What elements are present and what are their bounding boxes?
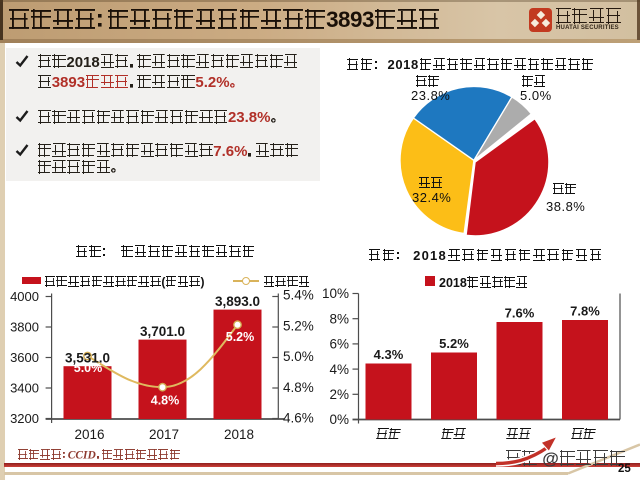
svg-text:0%: 0%: [329, 412, 349, 427]
svg-text:5.2%: 5.2%: [226, 330, 255, 344]
svg-text:5.2%: 5.2%: [439, 336, 469, 351]
svg-text:3,893.0: 3,893.0: [215, 294, 260, 309]
svg-text:8%: 8%: [329, 311, 349, 326]
svg-text:4.8%: 4.8%: [151, 394, 180, 408]
svg-text:10%: 10%: [322, 286, 349, 301]
svg-text:3400: 3400: [10, 381, 39, 396]
svg-text:3,701.0: 3,701.0: [140, 324, 185, 339]
svg-text:7.8%: 7.8%: [570, 304, 600, 319]
svg-text:2016: 2016: [74, 427, 104, 442]
svg-text:4%: 4%: [329, 362, 349, 377]
svg-text:3200: 3200: [10, 411, 39, 426]
svg-text:4000: 4000: [10, 289, 39, 304]
svg-text:5.0%: 5.0%: [74, 361, 103, 375]
svg-text:3800: 3800: [10, 320, 39, 335]
svg-text:6%: 6%: [329, 337, 349, 352]
svg-text:5.2%: 5.2%: [283, 319, 314, 334]
svg-text:4.8%: 4.8%: [283, 380, 314, 395]
svg-text:5.0%: 5.0%: [283, 349, 314, 364]
svg-text:4.3%: 4.3%: [374, 347, 404, 362]
svg-text:2%: 2%: [329, 387, 349, 402]
svg-text:4.6%: 4.6%: [283, 411, 314, 426]
svg-text:3600: 3600: [10, 350, 39, 365]
svg-text:5.4%: 5.4%: [283, 288, 314, 303]
svg-text:2017: 2017: [149, 427, 179, 442]
svg-text:7.6%: 7.6%: [505, 306, 535, 321]
svg-text:2018: 2018: [224, 427, 254, 442]
svg-text:3,531.0: 3,531.0: [65, 351, 110, 366]
